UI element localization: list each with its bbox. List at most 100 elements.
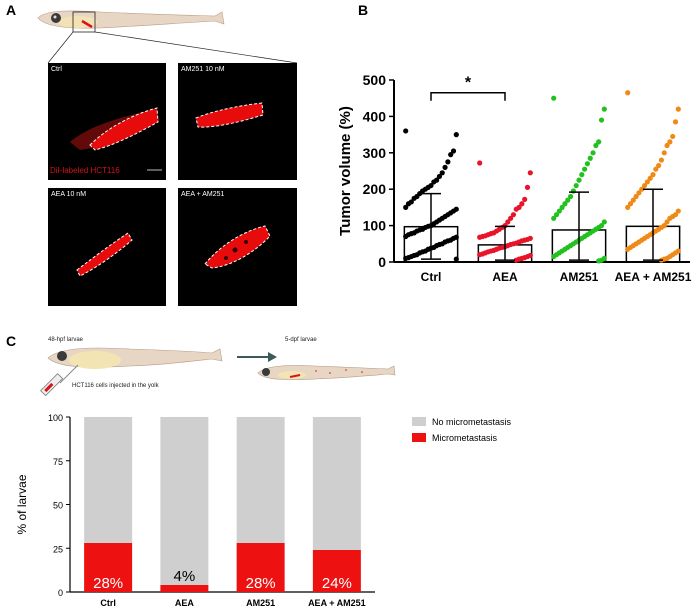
data-point: [477, 234, 483, 240]
micrometastasis-chart: 0 25 50 75 100 % of larvae 28% Ctrl 4% AEA 28% AM25…: [15, 413, 512, 608]
data-point: [675, 208, 681, 214]
data-point: [403, 233, 409, 240]
data-point: [442, 164, 448, 170]
data-point: [510, 212, 517, 218]
data-point: [403, 204, 409, 210]
significance-label: *: [465, 75, 472, 92]
data-point: [596, 258, 602, 264]
data-point: [664, 142, 670, 149]
data-point: [553, 212, 560, 218]
data-point: [647, 175, 653, 181]
image-label-am251: AM251 10 nM: [181, 66, 225, 73]
y-axis-label: Tumor volume (%): [337, 106, 354, 236]
data-point: [505, 219, 511, 225]
legend-swatch-no-micrometastasis: [412, 417, 426, 426]
data-point: [524, 184, 531, 190]
data-point: [579, 172, 585, 178]
data-point: [573, 182, 579, 189]
data-point: [641, 182, 648, 189]
data-point: [551, 215, 557, 221]
data-point: [670, 133, 676, 140]
data-point: [562, 201, 568, 207]
data-point: [567, 193, 574, 200]
micro-image-am251: [178, 63, 297, 180]
x-tick-label: AEA: [492, 270, 518, 284]
bar-no-micrometastasis: [312, 417, 361, 550]
data-point: [513, 206, 519, 212]
legend-swatch-micrometastasis: [412, 433, 426, 442]
data-point: [576, 177, 582, 183]
bar-micrometastasis: [312, 550, 361, 592]
data-point: [551, 253, 557, 260]
micro-image-aea-am251: [178, 188, 297, 306]
panel-letter-b: B: [358, 2, 369, 18]
data-point: [405, 201, 412, 207]
zoom-line-right: [94, 31, 298, 64]
tumor-volume-chart: 0 100 200 300 400 500 Tumor volume (%) Ctrl AEA A…: [337, 72, 692, 284]
micro-image-aea: [48, 188, 166, 306]
data-point: [436, 173, 443, 180]
legend-label-micrometastasis: Micrometastasis: [432, 433, 498, 443]
data-label: 4%: [174, 568, 196, 585]
data-point: [551, 95, 557, 101]
larva-48hpf-icon: [47, 347, 223, 369]
bar-micrometastasis: [236, 543, 285, 592]
data-point: [630, 197, 636, 203]
data-point: [664, 219, 670, 225]
data-point: [559, 204, 565, 210]
data-point: [519, 201, 525, 207]
x-tick-label: Ctrl: [421, 270, 442, 284]
zoom-line-left: [47, 31, 74, 64]
bar-micrometastasis: [84, 543, 133, 592]
y-tick-label: 50: [53, 501, 63, 511]
data-point: [439, 170, 445, 176]
data-point: [667, 215, 673, 221]
data-point: [639, 186, 645, 192]
data-point: [625, 246, 631, 252]
data-point: [556, 208, 562, 214]
image-label-ctrl: Ctrl: [51, 66, 62, 73]
bar-no-micrometastasis: [84, 417, 133, 543]
panel-letter-a: A: [6, 2, 17, 18]
data-point: [675, 106, 681, 112]
dil-label: DiI-labeled HCT116: [50, 166, 120, 175]
data-point: [625, 204, 631, 210]
syringe-icon: [40, 364, 79, 397]
data-point: [450, 148, 457, 154]
data-point: [601, 106, 607, 112]
data-point: [453, 256, 459, 262]
data-point: [656, 162, 662, 169]
x-tick-label: AEA + AM251: [308, 598, 366, 608]
y-tick-label: 25: [53, 544, 63, 554]
y-tick-label: 100: [48, 413, 63, 423]
data-point: [627, 201, 634, 207]
y-tick-label: 300: [363, 145, 387, 161]
y-tick-label: 0: [58, 588, 63, 598]
y-axis-label: % of larvae: [15, 474, 29, 534]
caption-48hpf: 48-hpf larvae: [48, 337, 84, 343]
panel-letter-c: C: [6, 333, 17, 349]
data-point: [661, 150, 667, 156]
data-label: 28%: [246, 575, 276, 592]
data-point: [598, 117, 605, 123]
data-point: [403, 128, 409, 134]
x-tick-label: AM251: [560, 270, 599, 284]
data-point: [593, 142, 599, 149]
data-point: [601, 219, 607, 225]
data-point: [582, 166, 588, 172]
caption-injection: HCT116 cells injected in the yolk: [72, 383, 159, 389]
significance-bracket: [430, 91, 506, 101]
data-point: [522, 196, 528, 202]
data-point: [527, 170, 533, 176]
x-tick-label: AEA: [175, 598, 195, 608]
bar-no-micrometastasis: [160, 417, 209, 585]
data-point: [508, 215, 514, 221]
data-label: 28%: [93, 575, 123, 592]
data-point: [636, 190, 642, 196]
panel-a-figure: [37, 10, 298, 306]
y-tick-label: 400: [363, 108, 387, 124]
bar-no-micrometastasis: [236, 417, 285, 543]
image-label-aea-am251: AEA + AM251: [181, 191, 225, 198]
data-point: [587, 155, 593, 161]
data-point: [596, 139, 602, 145]
